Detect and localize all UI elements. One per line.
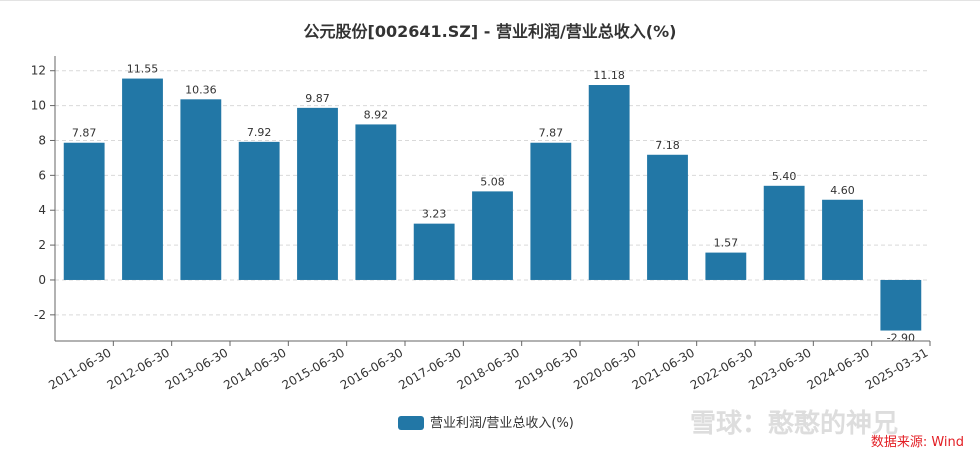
x-tick-label: 2021-06-30 (630, 345, 697, 392)
data-label: 4.60 (830, 184, 855, 197)
bar (238, 141, 280, 280)
y-tick-label: 0 (38, 273, 46, 287)
data-label: -2.90 (887, 332, 915, 345)
x-tick-label: 2014-06-30 (221, 345, 288, 392)
y-tick-label: -2 (34, 308, 46, 322)
x-tick-label: 2025-03-31 (863, 345, 930, 392)
chart-title: 公元股份[002641.SZ] - 营业利润/营业总收入(%) (304, 22, 677, 41)
bar (63, 142, 105, 280)
bar (413, 223, 455, 280)
x-tick-label: 2012-06-30 (105, 345, 172, 392)
bar (530, 142, 572, 280)
data-label: 7.87 (72, 127, 97, 140)
data-label: 7.87 (539, 127, 564, 140)
bar (588, 85, 630, 280)
legend-swatch (398, 416, 424, 430)
y-tick-label: 8 (38, 133, 46, 147)
y-tick-label: 12 (31, 64, 46, 78)
bars: 7.87 11.55 10.36 7.92 9.87 8.92 3.23 5.08 7.87 11… (63, 63, 922, 345)
data-label: 10.36 (185, 83, 217, 96)
bar (763, 185, 805, 280)
data-label: 7.18 (655, 139, 680, 152)
x-tick-label: 2015-06-30 (280, 345, 347, 392)
data-label: 1.57 (714, 237, 739, 250)
top-divider (0, 0, 980, 1)
data-label: 11.18 (593, 69, 625, 82)
x-tick-label: 2020-06-30 (571, 345, 638, 392)
bar (122, 78, 163, 280)
bar (705, 252, 747, 280)
x-axis: 2011-06-302012-06-302013-06-302014-06-30… (46, 340, 931, 392)
legend-label: 营业利润/营业总收入(%) (430, 416, 574, 431)
x-tick-label: 2013-06-30 (163, 345, 230, 392)
x-tick-label: 2023-06-30 (746, 345, 813, 392)
x-tick-label: 2024-06-30 (805, 345, 872, 392)
data-label: 11.55 (127, 63, 159, 76)
x-tick-label: 2017-06-30 (396, 345, 463, 392)
bar (472, 191, 513, 280)
y-tick-label: 6 (38, 168, 46, 182)
data-label: 3.23 (422, 208, 447, 221)
x-tick-label: 2022-06-30 (688, 345, 755, 392)
watermark: 雪球：憨憨的神兄 (690, 408, 898, 439)
y-tick-label: 4 (38, 203, 46, 217)
bar (355, 124, 397, 280)
data-label: 9.87 (305, 92, 330, 105)
source-note: 数据来源: Wind (871, 435, 964, 450)
x-tick-label: 2016-06-30 (338, 345, 405, 392)
data-label: 8.92 (364, 108, 389, 121)
x-tick-label: 2019-06-30 (513, 345, 580, 392)
y-axis: 12 10 8 6 4 2 0 -2 (31, 56, 56, 341)
x-tick-label: 2018-06-30 (455, 345, 522, 392)
bar (180, 99, 222, 280)
y-tick-label: 10 (31, 99, 46, 113)
data-label: 5.08 (480, 175, 505, 188)
bar (822, 199, 863, 280)
bar (647, 154, 688, 280)
bar (880, 279, 922, 331)
x-tick-label: 2011-06-30 (46, 345, 113, 392)
bar (297, 107, 338, 280)
data-label: 7.92 (247, 126, 272, 139)
legend: 营业利润/营业总收入(%) (398, 416, 574, 431)
y-tick-label: 2 (38, 238, 46, 252)
data-label: 5.40 (772, 170, 797, 183)
